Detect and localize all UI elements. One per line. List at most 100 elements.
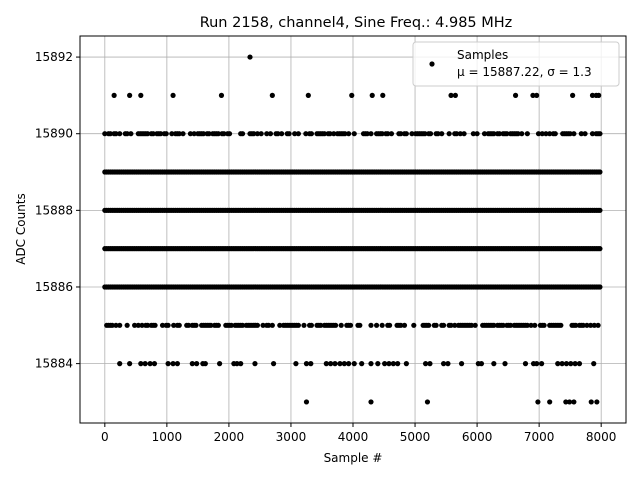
data-point bbox=[461, 131, 467, 137]
data-point bbox=[174, 361, 181, 367]
data-point bbox=[390, 361, 396, 367]
data-point bbox=[375, 361, 381, 367]
data-point bbox=[424, 399, 431, 405]
data-point bbox=[267, 131, 274, 137]
data-point bbox=[524, 322, 530, 328]
data-point bbox=[532, 322, 538, 328]
data-point bbox=[398, 322, 404, 328]
data-point bbox=[337, 361, 343, 367]
x-tick-label: 8000 bbox=[586, 430, 617, 444]
data-point bbox=[379, 322, 385, 328]
data-point bbox=[150, 131, 156, 137]
data-point bbox=[478, 361, 485, 367]
data-point bbox=[597, 207, 603, 213]
data-point bbox=[578, 131, 584, 137]
data-point bbox=[200, 131, 207, 137]
data-point bbox=[534, 92, 540, 98]
data-point bbox=[515, 131, 521, 137]
data-point bbox=[568, 361, 574, 367]
data-point bbox=[165, 322, 171, 328]
data-point bbox=[445, 361, 451, 367]
data-point bbox=[580, 322, 586, 328]
data-point bbox=[427, 361, 433, 367]
data-point bbox=[238, 361, 244, 367]
data-point bbox=[458, 361, 465, 367]
data-point bbox=[597, 246, 603, 252]
data-point bbox=[275, 131, 281, 137]
data-point bbox=[369, 92, 375, 98]
data-point bbox=[368, 131, 374, 137]
data-point bbox=[163, 131, 169, 137]
data-point bbox=[368, 322, 374, 328]
data-point bbox=[395, 361, 401, 367]
data-point bbox=[169, 131, 175, 137]
data-point bbox=[541, 322, 547, 328]
data-point bbox=[215, 131, 221, 137]
data-point bbox=[292, 131, 298, 137]
data-point bbox=[170, 92, 176, 98]
data-point bbox=[279, 131, 285, 137]
data-point bbox=[247, 54, 253, 60]
data-point bbox=[191, 131, 197, 137]
data-point bbox=[269, 322, 275, 328]
data-point bbox=[254, 322, 261, 328]
data-point bbox=[403, 131, 409, 137]
data-point bbox=[398, 131, 404, 137]
data-point bbox=[448, 322, 454, 328]
legend-entry-stats: μ = 15887.22, σ = 1.3 bbox=[457, 65, 592, 79]
data-point bbox=[582, 131, 588, 137]
data-point bbox=[597, 284, 603, 290]
data-point bbox=[359, 361, 365, 367]
data-point bbox=[107, 131, 114, 137]
data-point bbox=[170, 361, 176, 367]
data-point bbox=[165, 361, 171, 367]
y-tick-label: 15888 bbox=[35, 203, 73, 217]
data-point bbox=[286, 131, 292, 137]
x-axis-label: Sample # bbox=[324, 451, 383, 465]
x-tick-label: 4000 bbox=[338, 430, 369, 444]
data-point bbox=[385, 131, 391, 137]
data-point bbox=[138, 361, 144, 367]
data-point bbox=[411, 322, 417, 328]
data-point bbox=[491, 361, 497, 367]
data-point bbox=[158, 131, 164, 137]
data-point bbox=[342, 131, 348, 137]
data-point bbox=[351, 131, 357, 137]
data-point bbox=[332, 361, 338, 367]
data-point bbox=[588, 399, 594, 405]
data-point bbox=[323, 361, 329, 367]
legend-entry-series: Samples bbox=[457, 48, 508, 62]
data-point bbox=[468, 322, 475, 328]
legend-marker bbox=[429, 61, 435, 67]
y-tick-label: 15892 bbox=[35, 50, 73, 64]
data-point bbox=[472, 322, 478, 328]
data-point bbox=[347, 322, 354, 328]
data-point bbox=[512, 92, 519, 98]
data-point bbox=[571, 399, 577, 405]
data-point bbox=[572, 361, 578, 367]
data-point bbox=[433, 322, 439, 328]
legend-box bbox=[412, 41, 620, 87]
data-point bbox=[570, 92, 576, 98]
data-point bbox=[351, 361, 357, 367]
data-point bbox=[264, 131, 270, 137]
data-point bbox=[558, 322, 564, 328]
x-tick-label: 6000 bbox=[462, 430, 493, 444]
data-point bbox=[208, 322, 214, 328]
data-point bbox=[403, 361, 409, 367]
data-point bbox=[552, 131, 558, 137]
data-point bbox=[427, 131, 434, 137]
data-point bbox=[539, 131, 545, 137]
y-axis-label: ADC Counts bbox=[14, 193, 28, 265]
data-point bbox=[138, 92, 144, 98]
data-point bbox=[193, 322, 199, 328]
data-point bbox=[597, 169, 603, 175]
data-point bbox=[547, 399, 553, 405]
legend: Samples μ = 15887.22, σ = 1.3 bbox=[412, 41, 620, 87]
data-point bbox=[295, 322, 301, 328]
data-point bbox=[234, 361, 240, 367]
x-tick-label: 0 bbox=[101, 430, 109, 444]
data-point bbox=[293, 361, 299, 367]
x-tick-label: 5000 bbox=[400, 430, 431, 444]
